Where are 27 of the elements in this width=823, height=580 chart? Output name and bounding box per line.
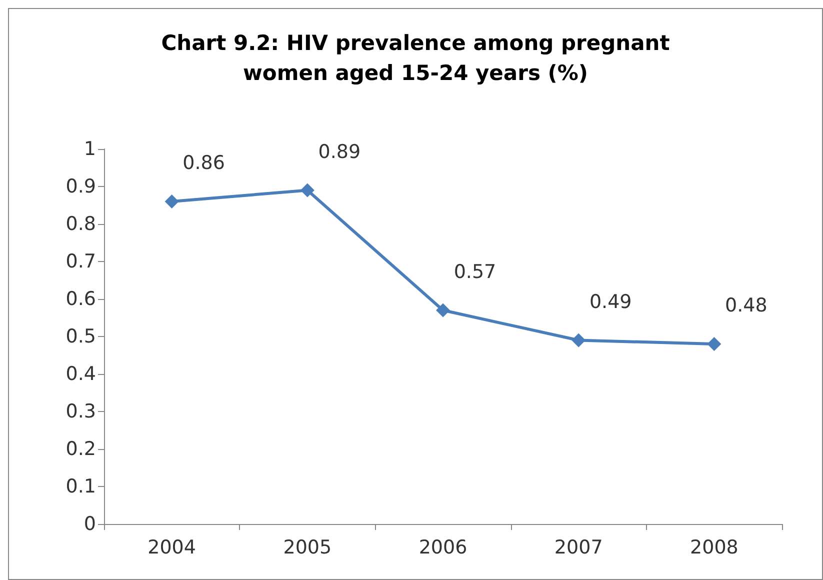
point [572,333,586,348]
y-tick-label: 0.9 [66,176,96,198]
x-tick-label: 2004 [148,536,196,558]
data-label: 0.86 [182,152,225,174]
y-tick-label: 0 [84,513,96,535]
point [707,337,722,351]
x-tick-label: 2008 [690,536,738,558]
y-tick-label: 0.4 [66,363,96,385]
y-tick-label: 0.3 [66,400,96,422]
point [436,303,450,318]
x-tick-label: 2007 [554,536,603,558]
y-tick-label: 0.5 [66,326,96,348]
point [300,183,314,198]
data-label: 0.48 [725,294,768,316]
y-tick-label: 0.2 [66,438,96,460]
x-tick-label: 2005 [283,536,332,558]
chart-title: Chart 9.2: HIV prevalence among pregnant women aged 15-24 years (%) [161,31,670,85]
y-tick-label: 1 [84,138,96,160]
data-label: 0.89 [318,140,361,163]
data-label: 0.57 [454,260,496,283]
y-tick-label: 0.8 [66,213,96,235]
x-tick-label: 2006 [418,536,468,558]
data-label: 0.49 [589,290,632,313]
point [164,194,179,208]
y-tick-label: 0.6 [66,288,96,310]
y-tick-label: 0.1 [66,476,96,498]
y-tick-label: 0.7 [66,250,96,272]
